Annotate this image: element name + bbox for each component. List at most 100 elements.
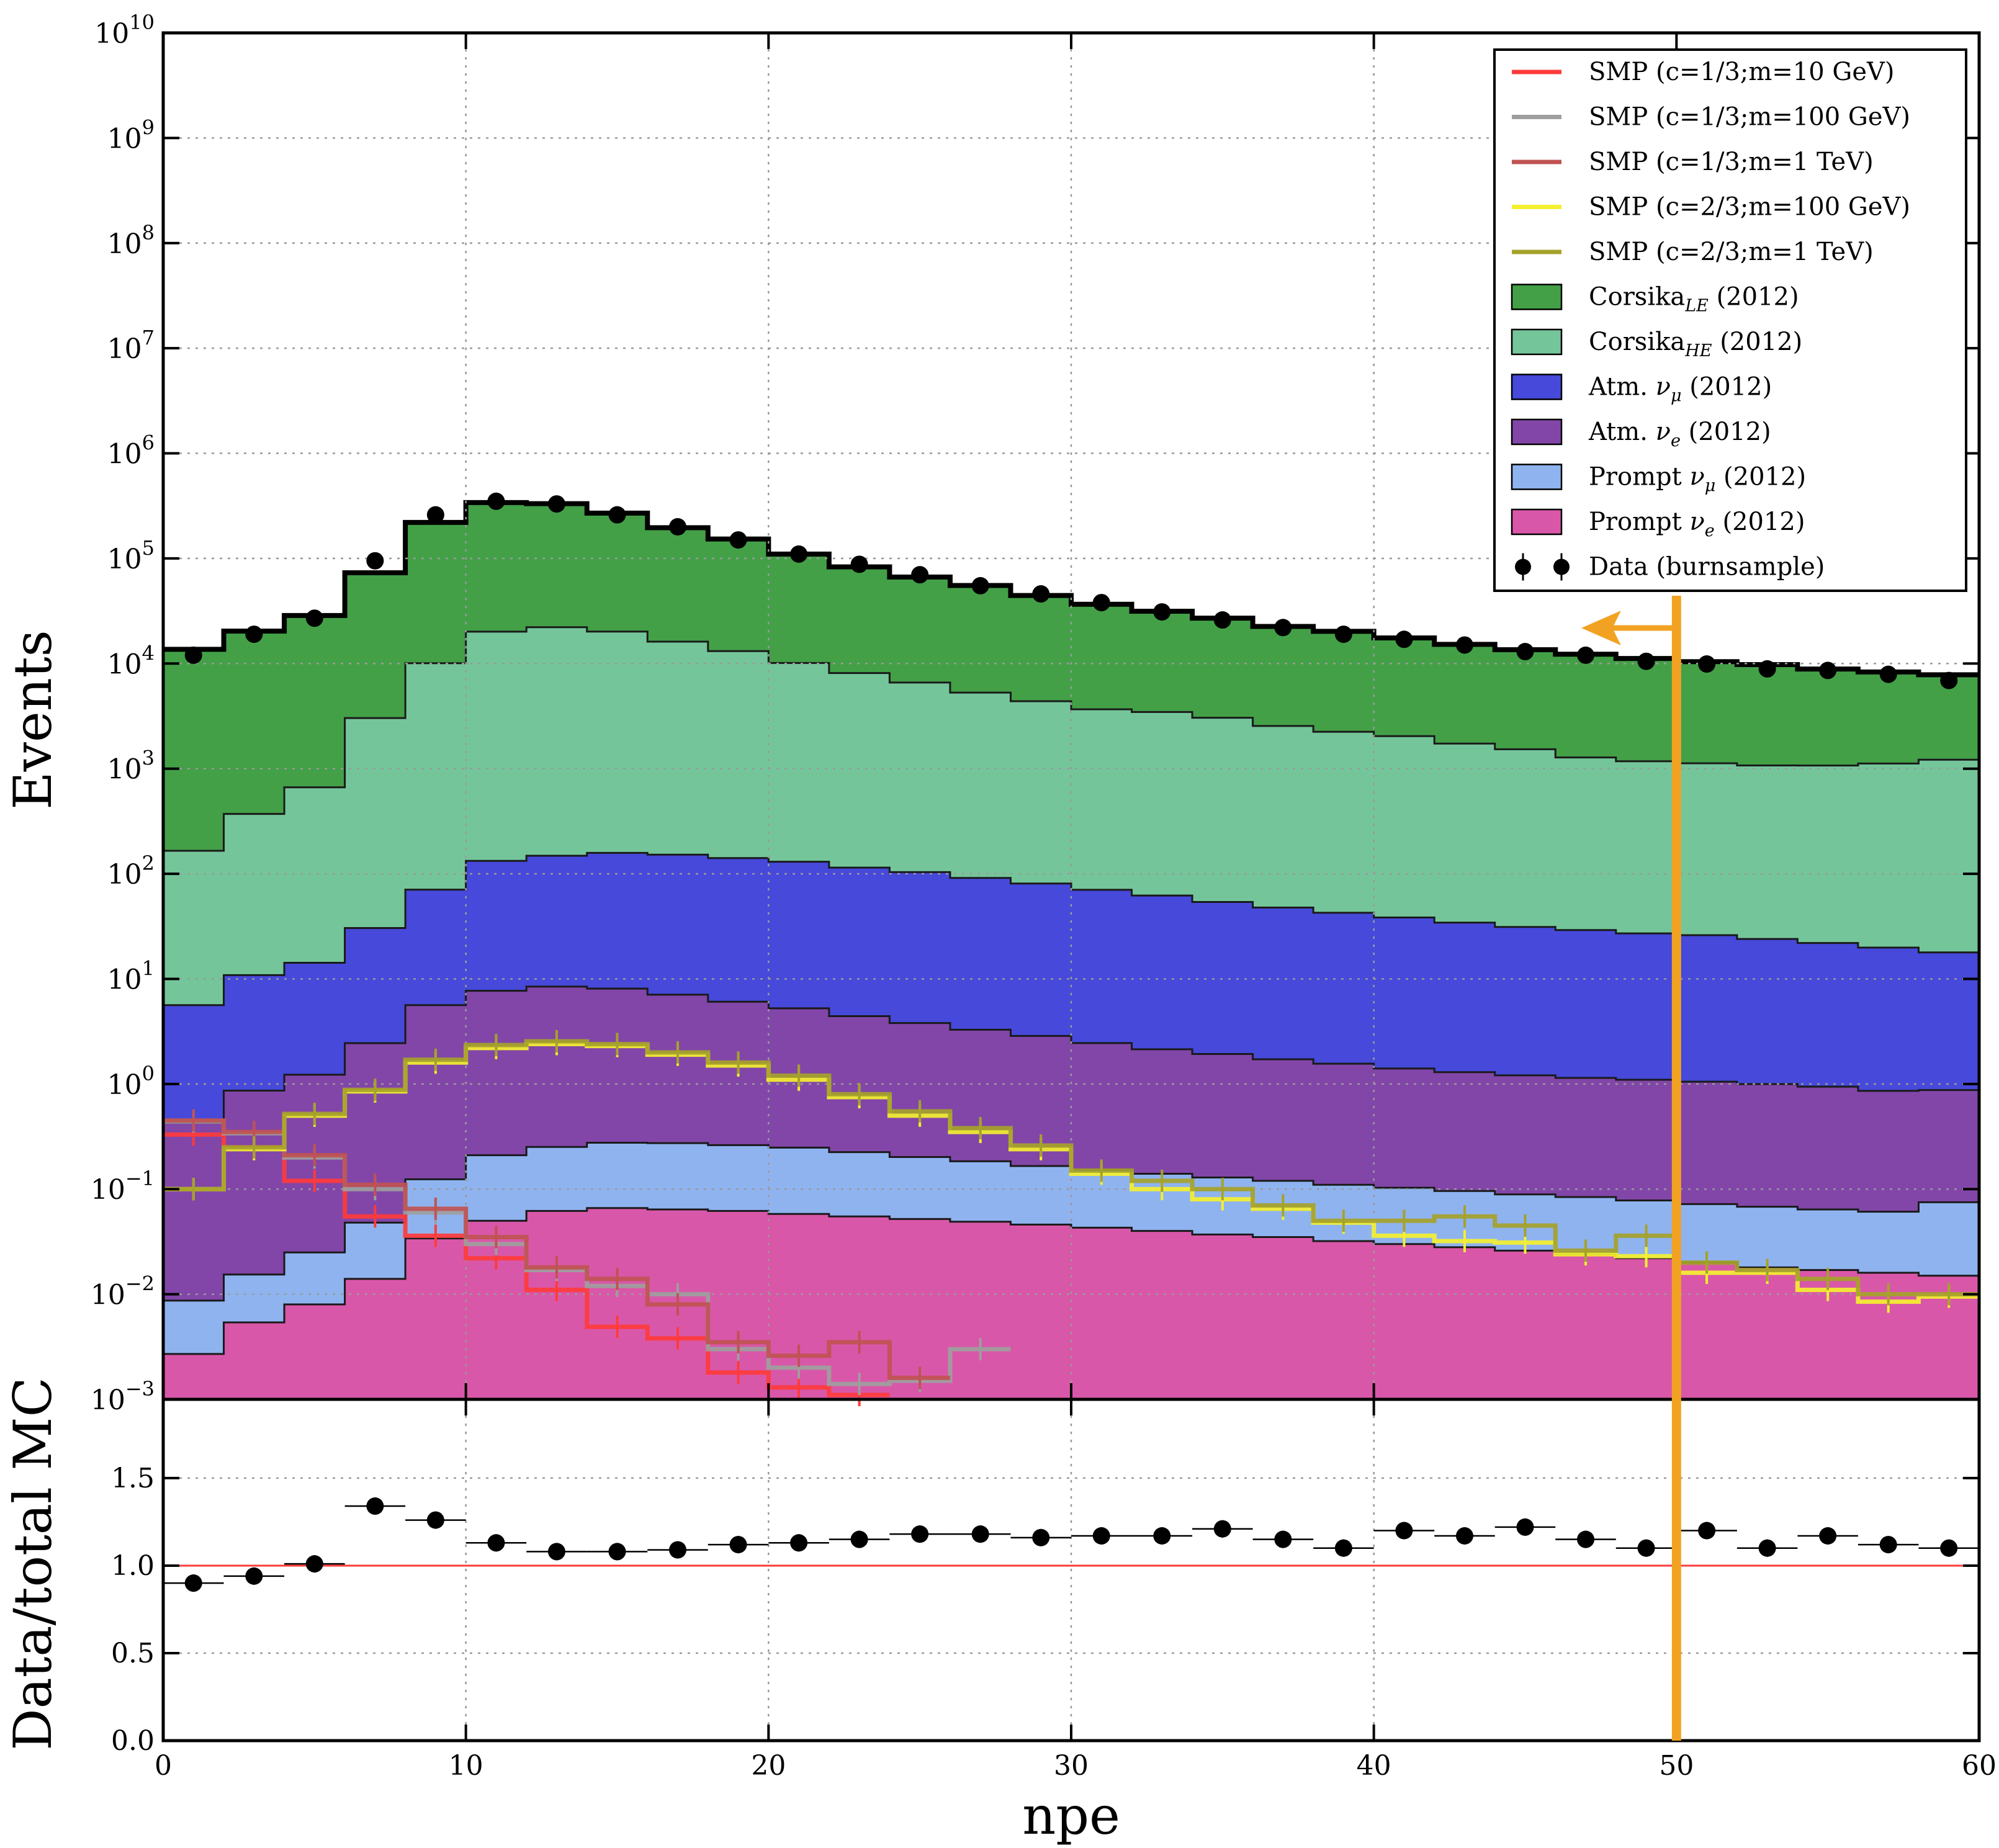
y-tick-base: 10 bbox=[107, 228, 142, 260]
smp-line-2 bbox=[163, 1118, 950, 1380]
x-tick-label: 0 bbox=[155, 1750, 172, 1782]
smp-line-0 bbox=[163, 1132, 890, 1397]
legend-data-marker bbox=[1515, 558, 1531, 575]
legend-label-subscript: μ bbox=[1705, 477, 1716, 496]
x-tick-label: 20 bbox=[751, 1750, 786, 1782]
stacked-fills-layer bbox=[162, 500, 1980, 1401]
ratio-y-tick-label: 0.0 bbox=[111, 1725, 155, 1757]
data-point bbox=[1092, 594, 1110, 612]
data-point bbox=[790, 545, 808, 563]
y-tick-exponent: 8 bbox=[142, 221, 155, 244]
legend-label-symbol: ν bbox=[1656, 418, 1671, 446]
y-tick-label: 10−1 bbox=[91, 1167, 155, 1206]
ratio-points-layer bbox=[163, 1497, 1979, 1592]
legend-fill-swatch bbox=[1511, 328, 1563, 356]
legend-label: SMP (c=1/3;m=100 GeV) bbox=[1589, 103, 1910, 132]
ratio-point bbox=[1879, 1536, 1897, 1554]
legend-label: Atm. νe (2012) bbox=[1588, 418, 1771, 451]
y-tick-base: 10 bbox=[107, 1069, 142, 1101]
y-tick-exponent: 7 bbox=[142, 326, 155, 349]
data-point bbox=[1698, 655, 1716, 673]
data-point bbox=[366, 552, 384, 570]
ratio-y-tick-label: 1.0 bbox=[111, 1550, 155, 1582]
y-tick-exponent: 9 bbox=[142, 115, 155, 139]
y-tick-base: 10 bbox=[107, 859, 142, 890]
ratio-point bbox=[1698, 1522, 1716, 1540]
legend-label: Prompt νe (2012) bbox=[1589, 508, 1805, 540]
ratio-point bbox=[790, 1534, 808, 1552]
data-point bbox=[1637, 652, 1655, 670]
legend-label: SMP (c=1/3;m=10 GeV) bbox=[1589, 58, 1895, 86]
legend-label-symbol: ν bbox=[1689, 508, 1704, 536]
data-point bbox=[1940, 671, 1958, 689]
ratio-point bbox=[971, 1525, 989, 1543]
legend-label-symbol: ν bbox=[1689, 463, 1704, 491]
ratio-point bbox=[305, 1555, 323, 1573]
data-point bbox=[1516, 643, 1534, 661]
y-tick-base: 10 bbox=[107, 964, 142, 995]
x-tick-label: 40 bbox=[1357, 1750, 1391, 1782]
legend-label-main: Prompt bbox=[1589, 463, 1689, 491]
ratio-y-tick-label: 0.5 bbox=[111, 1638, 155, 1669]
data-point bbox=[608, 506, 626, 524]
data-point bbox=[1334, 626, 1352, 644]
data-point bbox=[911, 566, 929, 584]
tick-marks bbox=[162, 32, 1980, 1742]
legend-label-main: Prompt bbox=[1589, 508, 1689, 536]
data-point bbox=[1153, 603, 1171, 621]
legend-data-marker bbox=[1553, 558, 1570, 575]
x-tick-label: 60 bbox=[1962, 1750, 1997, 1782]
legend-label-tail: (2012) bbox=[1682, 373, 1772, 401]
legend-label-main: Corsika bbox=[1589, 328, 1685, 356]
y-tick-base: 10 bbox=[91, 1280, 125, 1311]
y-tick-exponent: −3 bbox=[125, 1377, 155, 1401]
data-point bbox=[971, 576, 989, 594]
ratio-point bbox=[1940, 1539, 1958, 1557]
data-point bbox=[487, 492, 505, 510]
y-tick-base: 10 bbox=[107, 544, 142, 575]
legend-label-tail: (2012) bbox=[1712, 328, 1802, 356]
data-point bbox=[1758, 660, 1776, 678]
data-point bbox=[184, 646, 202, 664]
legend-fill-swatch bbox=[1511, 418, 1563, 446]
data-point bbox=[1213, 611, 1231, 629]
ratio-point bbox=[1637, 1539, 1655, 1557]
ratio-point bbox=[1032, 1528, 1050, 1546]
ratio-point bbox=[184, 1574, 202, 1592]
main-y-tick-labels: 10−310−210−11001011021031041051061071081… bbox=[91, 11, 155, 1416]
legend-label-main: Atm. bbox=[1588, 418, 1656, 446]
data-point bbox=[669, 518, 687, 536]
y-tick-label: 101 bbox=[107, 956, 155, 995]
y-tick-label: 10−3 bbox=[91, 1377, 155, 1416]
y-tick-label: 106 bbox=[107, 431, 155, 470]
ratio-point bbox=[1274, 1530, 1292, 1548]
y-tick-base: 10 bbox=[107, 333, 142, 365]
legend-label-subscript: HE bbox=[1684, 341, 1712, 361]
ratio-point bbox=[426, 1511, 444, 1529]
legend-label-tail: (2012) bbox=[1715, 463, 1806, 491]
x-axis-label: npe bbox=[1022, 1785, 1120, 1846]
data-point bbox=[305, 609, 323, 627]
ratio-point bbox=[729, 1536, 747, 1554]
legend-label: SMP (c=1/3;m=1 TeV) bbox=[1589, 148, 1874, 176]
x-tick-labels: 0 10 20 30 40 50 60 bbox=[155, 1750, 1997, 1782]
legend-label: Prompt νμ (2012) bbox=[1589, 463, 1806, 496]
y-tick-base: 10 bbox=[107, 648, 142, 680]
ratio-point bbox=[1455, 1527, 1473, 1545]
y-tick-base: 10 bbox=[107, 123, 142, 155]
ratio-point bbox=[911, 1525, 929, 1543]
y-tick-label: 102 bbox=[107, 851, 155, 890]
ratio-y-axis-label: Data/total MC bbox=[2, 1377, 63, 1751]
y-tick-label: 100 bbox=[107, 1062, 155, 1101]
legend-label: Atm. νμ (2012) bbox=[1588, 373, 1772, 406]
legend-label-main: Atm. bbox=[1588, 373, 1656, 401]
ratio-point bbox=[547, 1543, 565, 1561]
ratio-point bbox=[245, 1567, 263, 1585]
legend-label-tail: (2012) bbox=[1715, 508, 1805, 536]
data-point bbox=[426, 506, 444, 524]
legend: SMP (c=1/3;m=10 GeV) SMP (c=1/3;m=100 GeV… bbox=[1493, 48, 1967, 592]
smp-line-4 bbox=[163, 1039, 1979, 1297]
y-tick-base: 10 bbox=[91, 1384, 125, 1416]
legend-fill-swatch bbox=[1511, 374, 1563, 400]
legend-fill-swatch bbox=[1511, 508, 1563, 536]
